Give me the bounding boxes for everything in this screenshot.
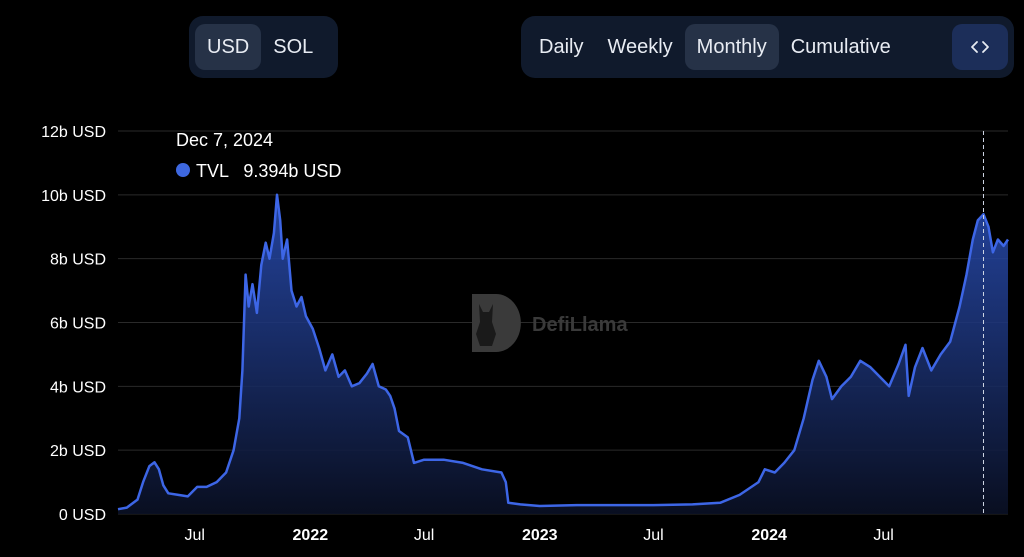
x-tick-label: 2023 (522, 527, 558, 544)
tooltip-series-dot (176, 163, 190, 177)
period-monthly-button[interactable]: Monthly (684, 24, 779, 70)
embed-button[interactable] (952, 24, 1008, 70)
currency-sol-button[interactable]: SOL (273, 35, 314, 58)
x-axis-labels: Jul 2022 Jul 2023 Jul 2024 Jul (184, 527, 893, 544)
tooltip-date: Dec 7, 2024 (176, 130, 273, 150)
tvl-series-line (117, 193, 1010, 511)
x-tick-label: Jul (873, 527, 893, 544)
y-tick-label: 10b USD (41, 188, 106, 205)
x-tick-label: Jul (414, 527, 434, 544)
llama-logo-icon (472, 294, 521, 352)
period-weekly-button[interactable]: Weekly (607, 35, 673, 58)
currency-toggle: USD SOL (189, 16, 338, 78)
y-axis-labels: 0 USD 2b USD 4b USD 6b USD 8b USD 10b USD 12b … (41, 124, 106, 524)
x-tick-label: 2024 (751, 527, 787, 544)
tooltip: Dec 7, 2024 TVL 9.394b USD (176, 130, 341, 181)
tvl-area-fill (118, 194, 1008, 515)
watermark-text: DefiLlama (532, 314, 628, 336)
period-toggle: Daily Weekly Monthly Cumulative (521, 16, 1014, 78)
x-tick-label: Jul (184, 527, 204, 544)
period-daily-button[interactable]: Daily (539, 35, 584, 58)
tooltip-value: 9.394b USD (243, 161, 341, 181)
y-tick-label: 8b USD (50, 252, 106, 269)
period-cumulative-button[interactable]: Cumulative (790, 35, 891, 58)
y-tick-label: 0 USD (59, 507, 106, 524)
svg-text:TVL 9.394b USD: TVL 9.394b USD (196, 161, 341, 181)
x-tick-label: Jul (643, 527, 663, 544)
watermark: DefiLlama (472, 294, 628, 352)
y-tick-label: 4b USD (50, 379, 106, 396)
y-tick-label: 2b USD (50, 443, 106, 460)
tooltip-series-name: TVL (196, 161, 229, 181)
x-tick-label: 2022 (293, 527, 329, 544)
currency-usd-button[interactable]: USD (195, 24, 262, 70)
y-tick-label: 6b USD (50, 316, 106, 333)
code-brackets-icon (971, 41, 989, 53)
y-tick-label: 12b USD (41, 124, 106, 141)
